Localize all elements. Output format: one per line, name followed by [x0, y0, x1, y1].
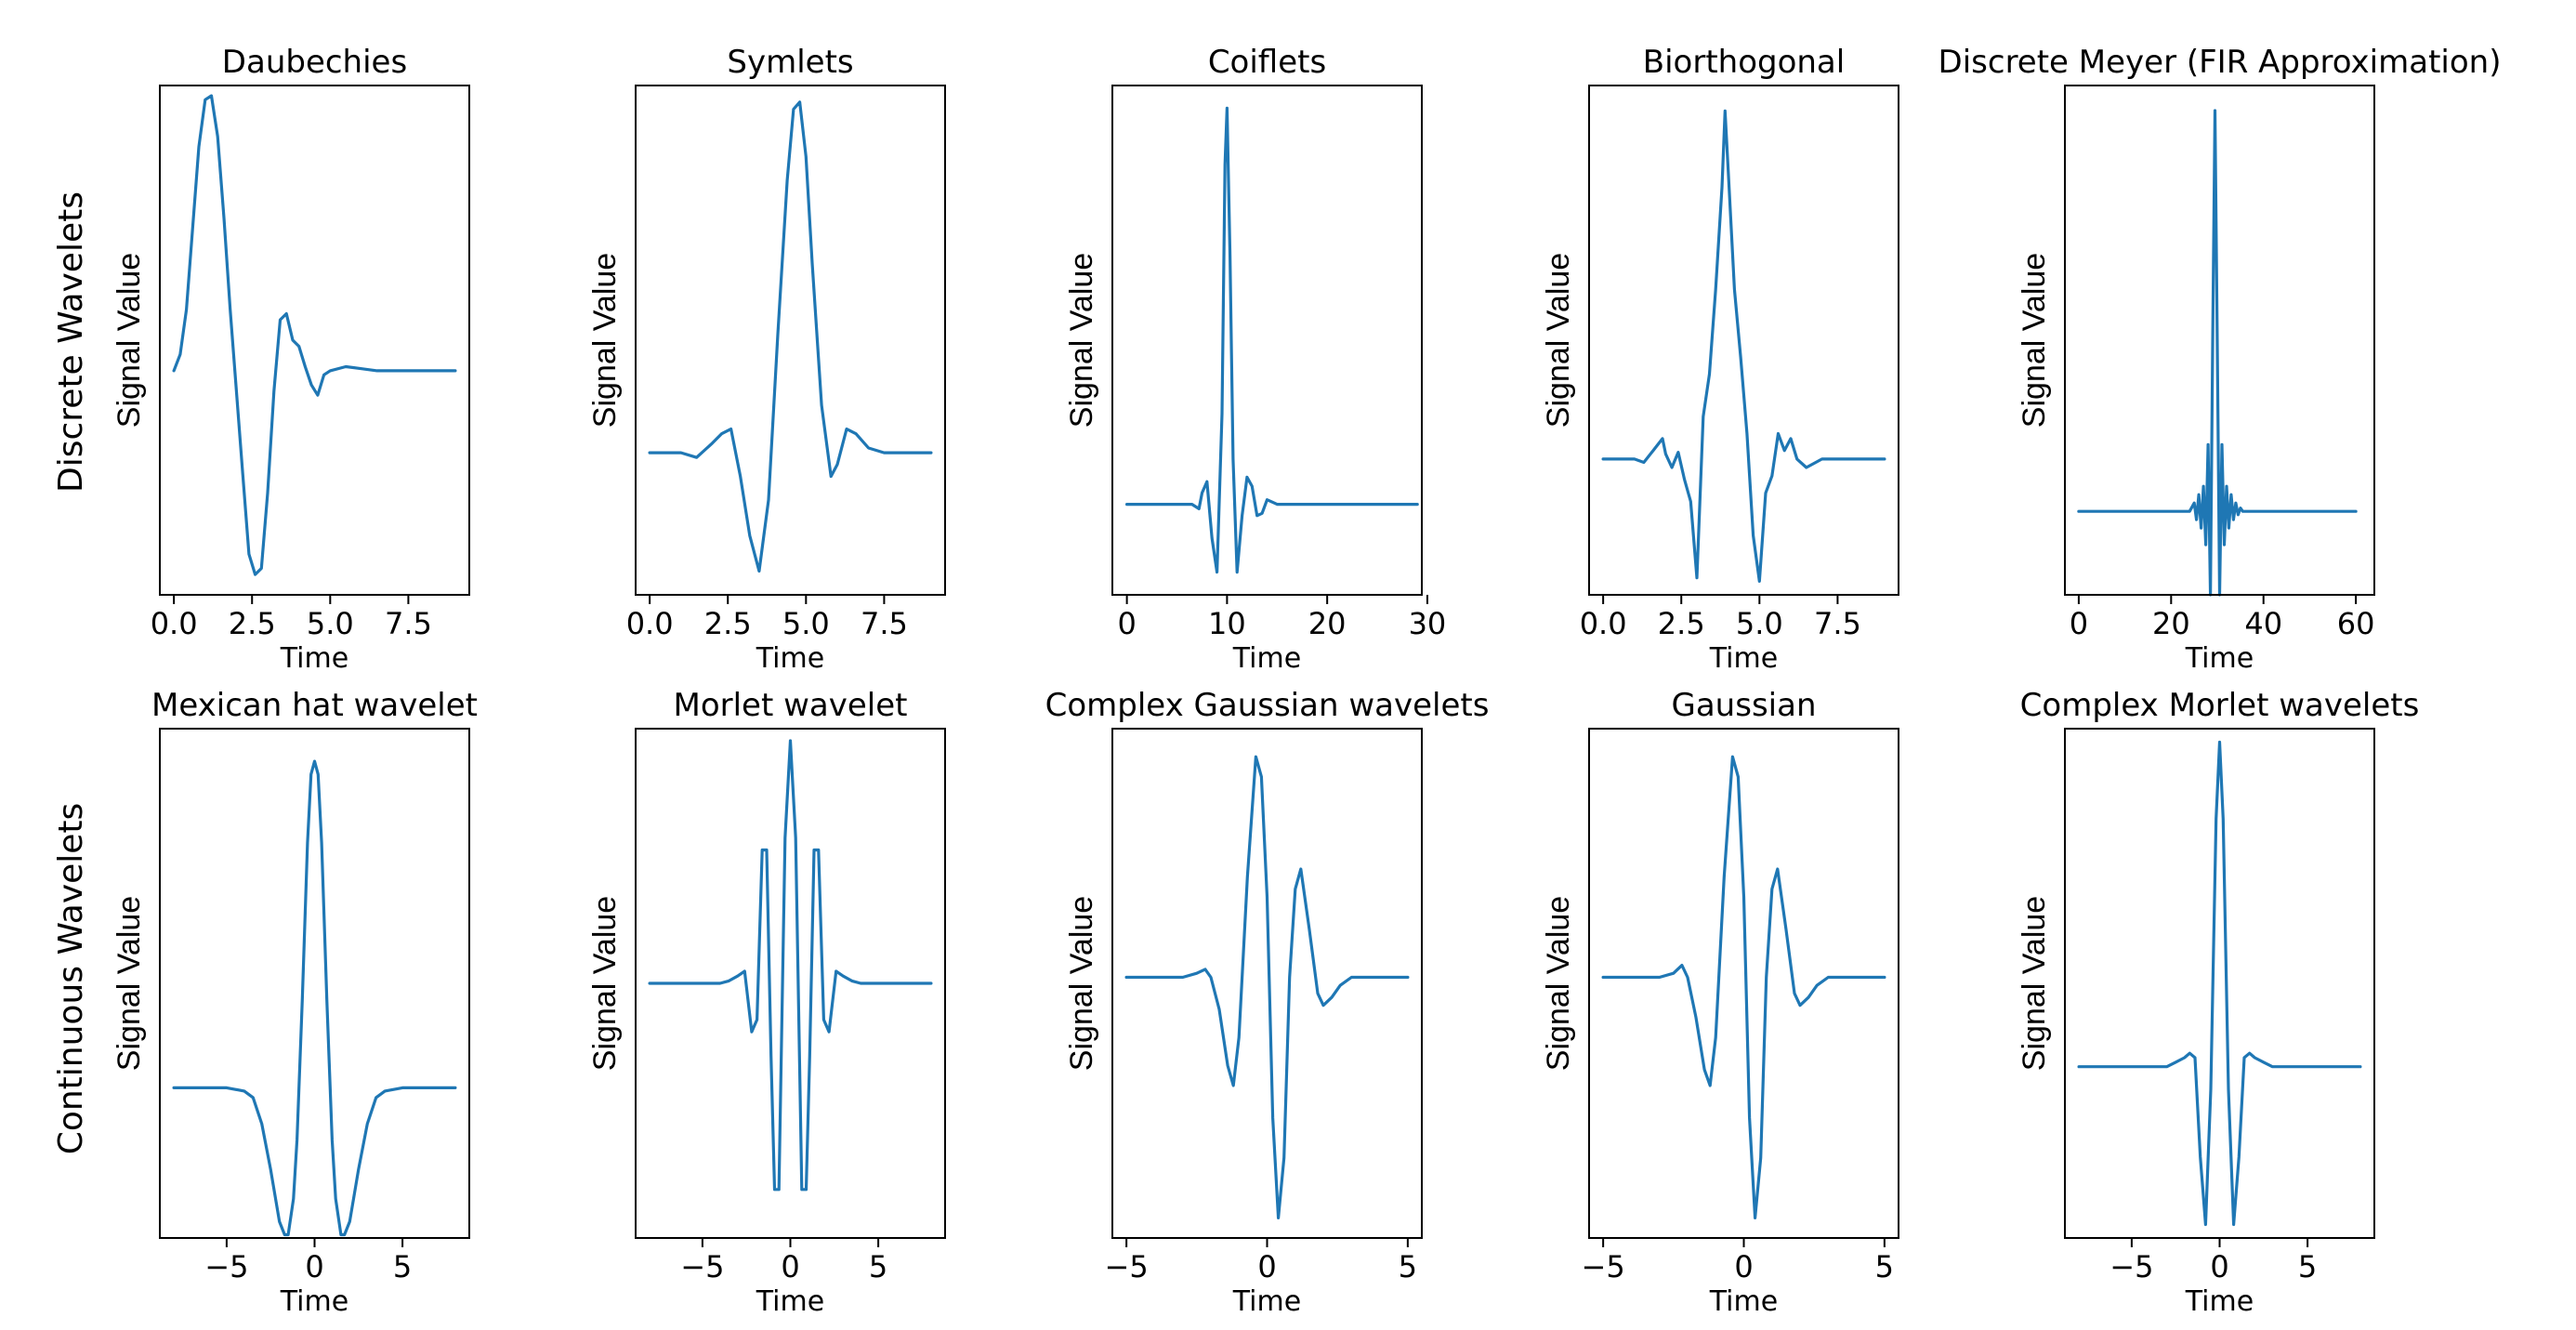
x-tick-label: 60	[2337, 606, 2375, 641]
x-tick-label: 0	[781, 1249, 799, 1284]
subplot-title: Gaussian	[1672, 687, 1817, 724]
subplot-title: Complex Morlet wavelets	[2020, 687, 2420, 724]
x-tick-label: 0	[2070, 606, 2088, 641]
subplot-title: Mexican hat wavelet	[151, 687, 478, 724]
series-line	[2077, 740, 2362, 1227]
x-tick-label: 0.0	[151, 606, 198, 641]
subplot-1: Daubechies 0.0 2.5 5.0 7.5 Time Signal Value	[112, 44, 470, 675]
series-line	[172, 94, 457, 576]
subplot-title: Discrete Meyer (FIR Approximation)	[1939, 44, 2502, 81]
subplot-title: Morlet wavelet	[674, 687, 908, 724]
series-line	[2077, 109, 2358, 597]
x-tick-label: 0	[305, 1249, 323, 1284]
plot-frame	[1588, 85, 1899, 596]
x-tick-label: −5	[204, 1249, 248, 1284]
x-tick-label: 5	[869, 1249, 887, 1284]
x-tick-label: 0.0	[1580, 606, 1627, 641]
x-tick-label: 5	[2298, 1249, 2317, 1284]
plot-frame	[1111, 85, 1423, 596]
subplot-9: Gaussian −5 0 5 Time Signal Value	[1541, 687, 1899, 1318]
x-tick-label: 0	[1257, 1249, 1276, 1284]
x-tick-label: −5	[1105, 1249, 1149, 1284]
x-tick-label: 0	[2210, 1249, 2228, 1284]
x-axis-label: Time	[756, 1285, 824, 1318]
x-axis-label: Time	[2185, 1285, 2254, 1318]
x-tick-label: 2.5	[1658, 606, 1705, 641]
row-label-continuous: Continuous Wavelets	[52, 803, 90, 1155]
x-tick-label: 5	[1399, 1249, 1417, 1284]
subplot-8: Complex Gaussian wavelets −5 0 5 Time Signal …	[1045, 687, 1490, 1318]
plot-frame	[159, 85, 470, 596]
subplot-5: Discrete Meyer (FIR Approximation) 0 20 40 6…	[1939, 44, 2502, 675]
y-axis-label: Signal Value	[112, 253, 147, 428]
x-tick-label: 7.5	[385, 606, 432, 641]
y-axis-label: Signal Value	[1064, 253, 1099, 428]
x-axis-label: Time	[1709, 642, 1778, 675]
x-tick-label: 40	[2244, 606, 2282, 641]
x-tick-label: 2.5	[704, 606, 752, 641]
subplot-2: Symlets 0.0 2.5 5.0 7.5 Time Signal Value	[587, 44, 946, 675]
series-line	[1601, 755, 1886, 1219]
x-tick-label: −5	[680, 1249, 724, 1284]
series-line	[1601, 109, 1886, 583]
x-tick-label: 5	[393, 1249, 412, 1284]
y-axis-label: Signal Value	[1541, 896, 1576, 1071]
y-axis-label: Signal Value	[2017, 896, 2052, 1071]
series-line	[172, 759, 457, 1237]
row-label-discrete: Discrete Wavelets	[52, 191, 90, 493]
subplot-title: Complex Gaussian wavelets	[1045, 687, 1490, 724]
x-tick-label: 0	[1734, 1249, 1753, 1284]
y-axis-label: Signal Value	[2017, 253, 2052, 428]
subplot-title: Biorthogonal	[1643, 44, 1845, 81]
series-line	[1124, 755, 1410, 1219]
subplot-6: Mexican hat wavelet −5 0 5 Time Signal Value	[112, 687, 478, 1318]
x-axis-label: Time	[1232, 1285, 1301, 1318]
y-axis-label: Signal Value	[587, 896, 623, 1071]
subplot-10: Complex Morlet wavelets −5 0 5 Time Signal Va…	[2017, 687, 2419, 1318]
plot-frame	[635, 85, 946, 596]
series-line	[1125, 106, 1419, 574]
x-tick-label: 30	[1409, 606, 1447, 641]
x-tick-label: −5	[1582, 1249, 1625, 1284]
x-tick-label: 0.0	[626, 606, 674, 641]
x-tick-label: 20	[1308, 606, 1347, 641]
series-line	[648, 739, 933, 1192]
y-axis-label: Signal Value	[1541, 253, 1576, 428]
x-tick-label: 5.0	[782, 606, 830, 641]
y-axis-label: Signal Value	[1064, 896, 1099, 1071]
subplot-7: Morlet wavelet −5 0 5 Time Signal Value	[587, 687, 946, 1318]
x-tick-label: 10	[1208, 606, 1246, 641]
subplot-3: Coiflets 0 10 20 30 Time Signal Value	[1064, 44, 1446, 675]
x-axis-label: Time	[2185, 642, 2254, 675]
x-tick-label: 5.0	[1736, 606, 1783, 641]
x-tick-label: 20	[2152, 606, 2190, 641]
series-line	[648, 100, 933, 573]
subplot-4: Biorthogonal 0.0 2.5 5.0 7.5 Time Signal Value	[1541, 44, 1899, 675]
x-tick-label: 7.5	[1814, 606, 1861, 641]
y-axis-label: Signal Value	[587, 253, 623, 428]
subplot-title: Daubechies	[222, 44, 407, 81]
x-tick-label: 5.0	[307, 606, 354, 641]
x-axis-label: Time	[1232, 642, 1301, 675]
subplot-title: Symlets	[727, 44, 853, 81]
x-tick-label: 5	[1875, 1249, 1894, 1284]
x-tick-label: 2.5	[229, 606, 276, 641]
x-axis-label: Time	[280, 642, 348, 675]
y-axis-label: Signal Value	[112, 896, 147, 1071]
subplot-title: Coiflets	[1208, 44, 1326, 81]
x-tick-label: −5	[2109, 1249, 2153, 1284]
x-tick-label: 0	[1117, 606, 1136, 641]
plot-frame	[2064, 85, 2375, 596]
x-axis-label: Time	[1709, 1285, 1778, 1318]
x-tick-label: 7.5	[861, 606, 908, 641]
x-axis-label: Time	[756, 642, 824, 675]
x-axis-label: Time	[280, 1285, 348, 1318]
